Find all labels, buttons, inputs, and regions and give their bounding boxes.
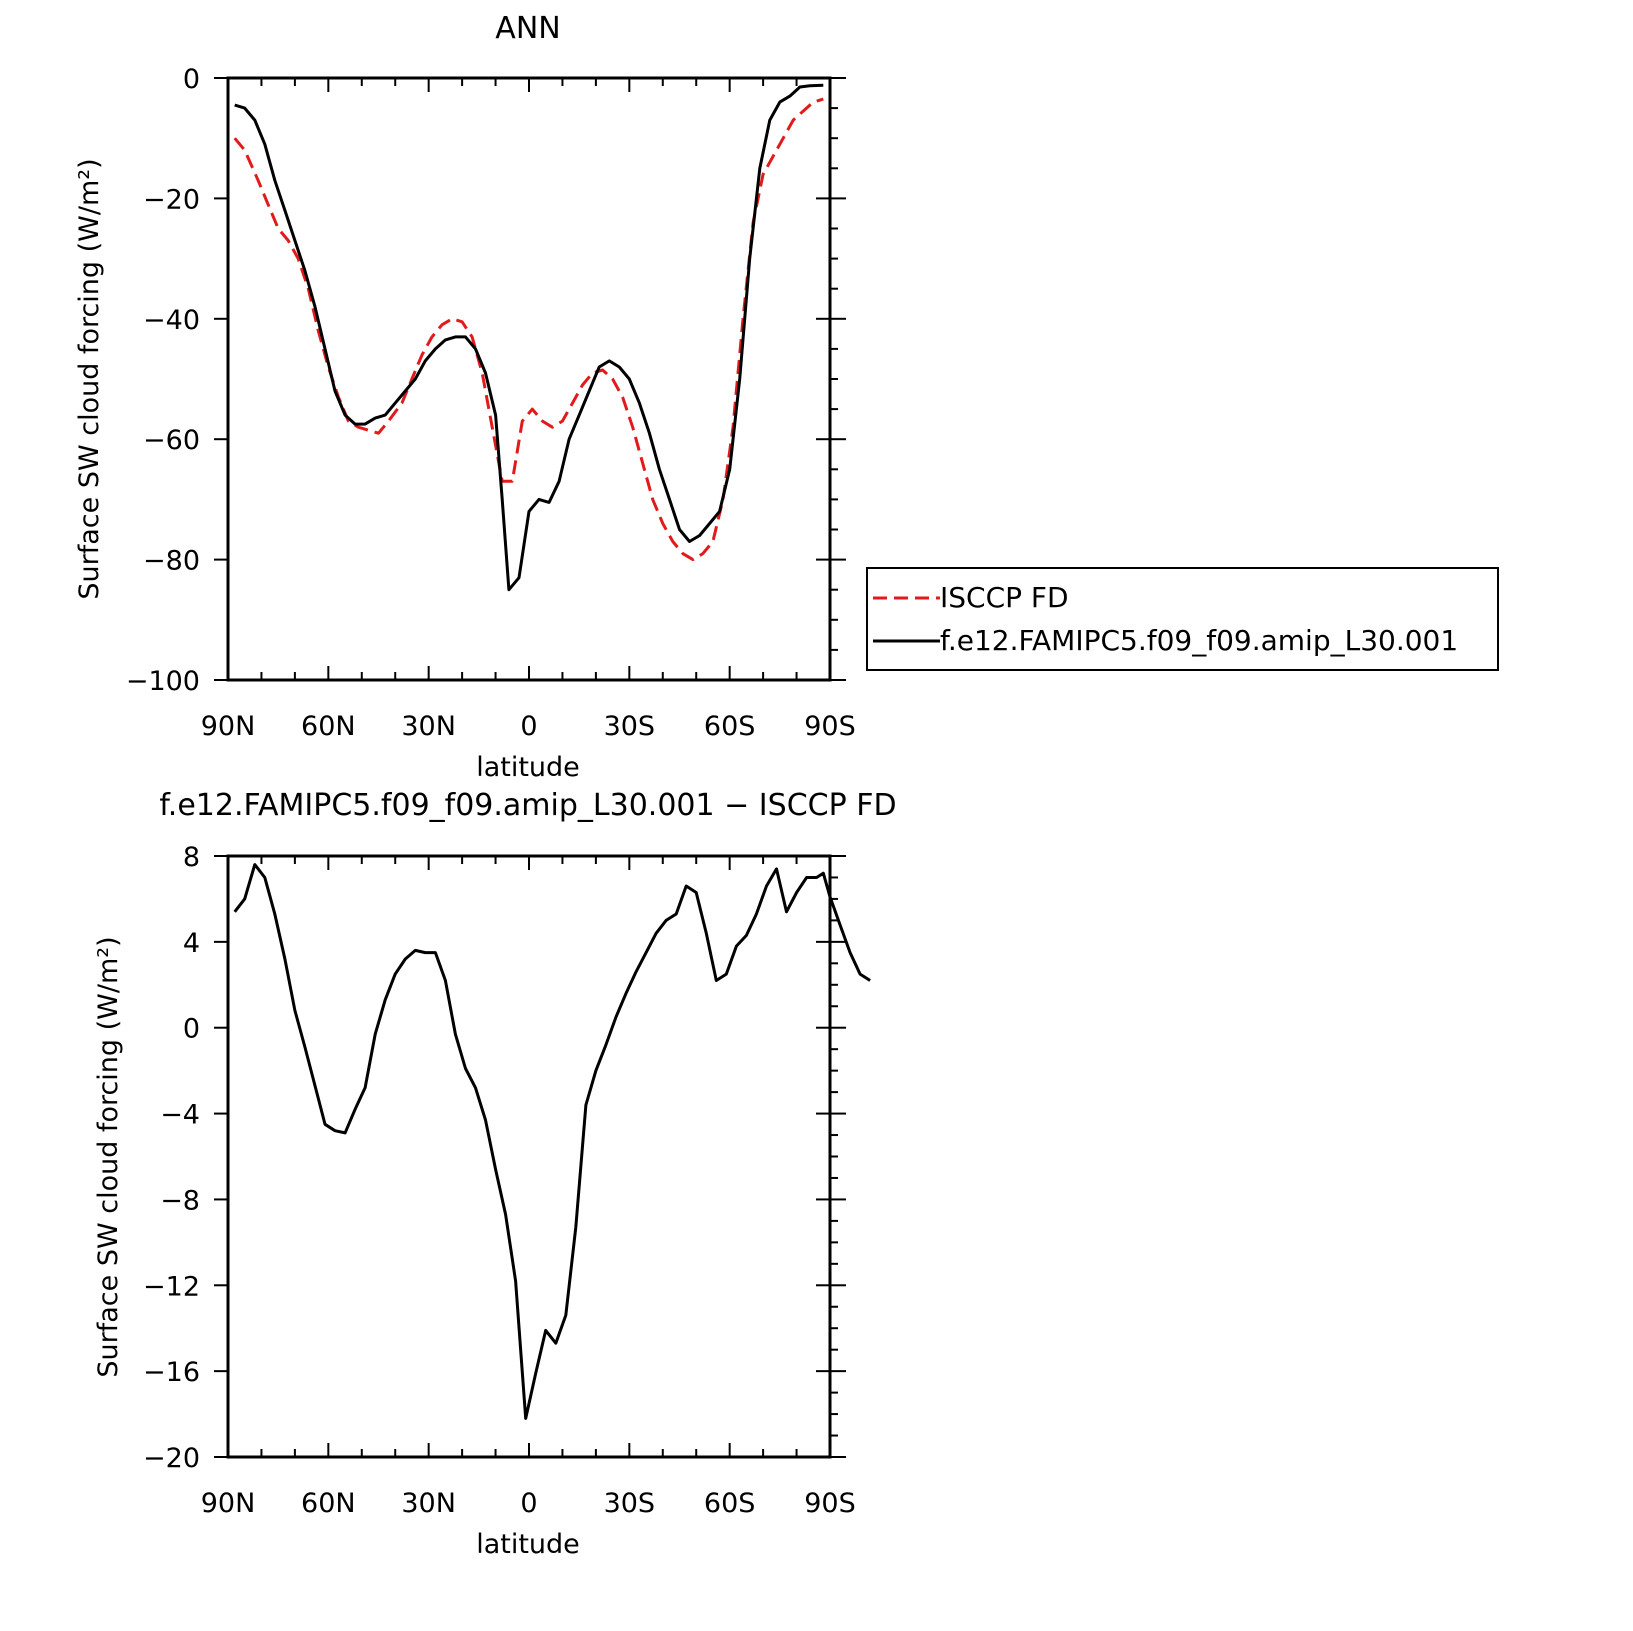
x-tick-label: 60N: [301, 711, 356, 742]
top-panel-frame: [226, 76, 832, 682]
series-line-model: [234, 83, 824, 592]
top-panel-ticks: [214, 77, 846, 681]
top-panel-x-axis-label: latitude: [476, 752, 580, 783]
y-tick-label: 0: [183, 64, 200, 95]
x-tick-label: 0: [520, 1488, 537, 1519]
x-tick-label: 0: [520, 711, 537, 742]
top-panel-series: [233, 83, 824, 592]
y-tick-label: −12: [143, 1271, 200, 1302]
y-tick-label: −100: [126, 666, 200, 697]
bottom-panel: f.e12.FAMIPC5.f09_f09.amip_L30.001 − ISC…: [93, 788, 897, 1560]
bottom-panel-x-axis-label: latitude: [476, 1529, 580, 1560]
bottom-panel-series: [233, 863, 871, 1420]
legend: ISCCP FD f.e12.FAMIPC5.f09_f09.amip_L30.…: [866, 567, 1499, 671]
x-tick-label: 90N: [201, 711, 256, 742]
legend-label-model: f.e12.FAMIPC5.f09_f09.amip_L30.001: [940, 624, 1458, 657]
x-tick-label: 60S: [704, 1488, 756, 1519]
y-tick-label: −4: [160, 1100, 200, 1131]
top-panel-title: ANN: [495, 11, 560, 46]
top-panel-tick-labels: 90N 60N 30N 0 30S 60S 90S 0 −20 −40 −60 −80 −100: [126, 64, 856, 742]
bottom-panel-y-axis-label: Surface SW cloud forcing (W/m²): [93, 936, 124, 1377]
y-tick-label: 8: [183, 842, 200, 873]
y-tick-label: −20: [143, 1443, 200, 1474]
series-line-isccp: [233, 97, 824, 562]
x-tick-label: 90S: [804, 1488, 856, 1519]
series-line-difference: [233, 863, 871, 1420]
bottom-panel-title: f.e12.FAMIPC5.f09_f09.amip_L30.001 − ISC…: [159, 788, 896, 823]
legend-box: [866, 567, 1499, 671]
x-tick-label: 60N: [301, 1488, 356, 1519]
legend-label-isccp: ISCCP FD: [940, 581, 1069, 614]
top-panel-y-axis-label: Surface SW cloud forcing (W/m²): [74, 158, 105, 599]
bottom-panel-ticks: [214, 855, 846, 1458]
x-tick-label: 90N: [201, 1488, 256, 1519]
x-tick-label: 90S: [804, 711, 856, 742]
y-tick-label: 4: [183, 928, 200, 959]
y-tick-label: 0: [183, 1014, 200, 1045]
y-tick-label: −60: [143, 425, 200, 456]
x-tick-label: 30S: [604, 1488, 656, 1519]
y-tick-label: −8: [160, 1185, 200, 1216]
y-tick-label: −16: [143, 1357, 200, 1388]
y-tick-label: −80: [143, 546, 200, 577]
y-tick-label: −40: [143, 305, 200, 336]
y-tick-label: −20: [143, 184, 200, 215]
bottom-panel-frame: [226, 854, 832, 1459]
x-tick-label: 30N: [401, 711, 456, 742]
x-tick-label: 30S: [604, 711, 656, 742]
x-tick-label: 30N: [401, 1488, 456, 1519]
top-panel: ANN 90N 60N 30N 0 30S 60S 90S 0 −20 −40 −60 −80 −100…: [74, 11, 856, 783]
bottom-panel-tick-labels: 90N 60N 30N 0 30S 60S 90S 8 4 0 −4 −8 −12 −16 −20: [143, 842, 856, 1519]
x-tick-label: 60S: [704, 711, 756, 742]
